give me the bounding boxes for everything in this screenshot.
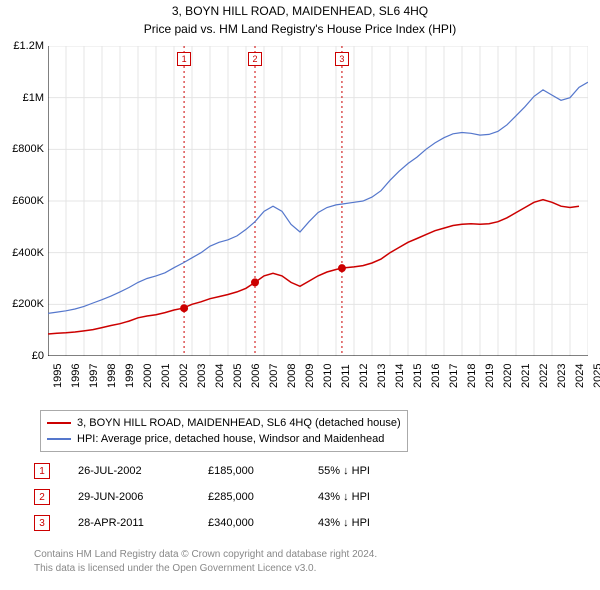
x-tick-label: 2019: [484, 364, 496, 388]
legend-swatch: [47, 438, 71, 440]
x-tick-label: 2003: [196, 364, 208, 388]
chart-container: 3, BOYN HILL ROAD, MAIDENHEAD, SL6 4HQ P…: [0, 0, 600, 590]
x-tick-label: 1997: [88, 364, 100, 388]
x-tick-label: 2000: [142, 364, 154, 388]
x-tick-label: 2024: [574, 364, 586, 388]
title-subtitle: Price paid vs. HM Land Registry's House …: [0, 22, 600, 36]
transaction-number-box: 3: [34, 515, 50, 531]
transaction-date: 28-APR-2011: [78, 517, 208, 529]
x-tick-label: 1998: [106, 364, 118, 388]
x-tick-label: 2010: [322, 364, 334, 388]
transaction-row: 3 28-APR-2011£340,00043% ↓ HPI: [34, 510, 428, 536]
x-tick-label: 2017: [448, 364, 460, 388]
marker-number-box: 3: [335, 52, 349, 66]
plot-svg: [48, 46, 588, 356]
x-tick-label: 2006: [250, 364, 262, 388]
transaction-pct: 43% ↓ HPI: [318, 491, 428, 503]
transaction-date: 29-JUN-2006: [78, 491, 208, 503]
transaction-date: 26-JUL-2002: [78, 465, 208, 477]
x-tick-label: 2009: [304, 364, 316, 388]
footer: Contains HM Land Registry data © Crown c…: [34, 548, 377, 575]
y-tick-label: £1.2M: [13, 40, 44, 52]
x-tick-label: 1995: [52, 364, 64, 388]
footer-line-2: This data is licensed under the Open Gov…: [34, 562, 377, 576]
x-tick-label: 2007: [268, 364, 280, 388]
transaction-pct: 55% ↓ HPI: [318, 465, 428, 477]
transaction-price: £185,000: [208, 465, 318, 477]
transaction-row: 2 29-JUN-2006£285,00043% ↓ HPI: [34, 484, 428, 510]
transaction-price: £340,000: [208, 517, 318, 529]
y-tick-label: £800K: [12, 143, 44, 155]
marker-number-box: 1: [177, 52, 191, 66]
transactions-table: 1 26-JUL-2002£185,00055% ↓ HPI 2 29-JUN-200…: [34, 458, 428, 536]
x-tick-label: 2016: [430, 364, 442, 388]
x-tick-label: 2023: [556, 364, 568, 388]
transaction-number-box: 2: [34, 489, 50, 505]
y-tick-label: £0: [32, 350, 44, 362]
legend-row: 3, BOYN HILL ROAD, MAIDENHEAD, SL6 4HQ (…: [47, 415, 401, 431]
title-address: 3, BOYN HILL ROAD, MAIDENHEAD, SL6 4HQ: [0, 4, 600, 18]
x-tick-label: 2014: [394, 364, 406, 388]
x-tick-label: 2013: [376, 364, 388, 388]
y-tick-label: £200K: [12, 298, 44, 310]
x-tick-label: 2021: [520, 364, 532, 388]
transaction-pct: 43% ↓ HPI: [318, 517, 428, 529]
marker-number-box: 2: [248, 52, 262, 66]
x-tick-label: 2004: [214, 364, 226, 388]
transaction-price: £285,000: [208, 491, 318, 503]
y-tick-label: £1M: [23, 92, 44, 104]
transaction-row: 1 26-JUL-2002£185,00055% ↓ HPI: [34, 458, 428, 484]
y-tick-label: £400K: [12, 247, 44, 259]
x-tick-label: 2020: [502, 364, 514, 388]
x-tick-label: 1999: [124, 364, 136, 388]
footer-line-1: Contains HM Land Registry data © Crown c…: [34, 548, 377, 562]
x-tick-label: 2025: [592, 364, 600, 388]
x-tick-label: 2018: [466, 364, 478, 388]
y-tick-label: £600K: [12, 195, 44, 207]
legend-text: HPI: Average price, detached house, Wind…: [77, 433, 384, 445]
legend-text: 3, BOYN HILL ROAD, MAIDENHEAD, SL6 4HQ (…: [77, 417, 401, 429]
legend: 3, BOYN HILL ROAD, MAIDENHEAD, SL6 4HQ (…: [40, 410, 408, 452]
x-tick-label: 2022: [538, 364, 550, 388]
title-block: 3, BOYN HILL ROAD, MAIDENHEAD, SL6 4HQ P…: [0, 0, 600, 36]
x-tick-label: 2011: [340, 364, 352, 388]
x-tick-label: 2002: [178, 364, 190, 388]
x-tick-label: 2005: [232, 364, 244, 388]
legend-swatch: [47, 422, 71, 424]
x-tick-label: 2001: [160, 364, 172, 388]
x-tick-label: 2012: [358, 364, 370, 388]
x-tick-label: 2015: [412, 364, 424, 388]
x-tick-label: 1996: [70, 364, 82, 388]
plot-area: [48, 46, 588, 356]
transaction-number-box: 1: [34, 463, 50, 479]
legend-row: HPI: Average price, detached house, Wind…: [47, 431, 401, 447]
x-tick-label: 2008: [286, 364, 298, 388]
